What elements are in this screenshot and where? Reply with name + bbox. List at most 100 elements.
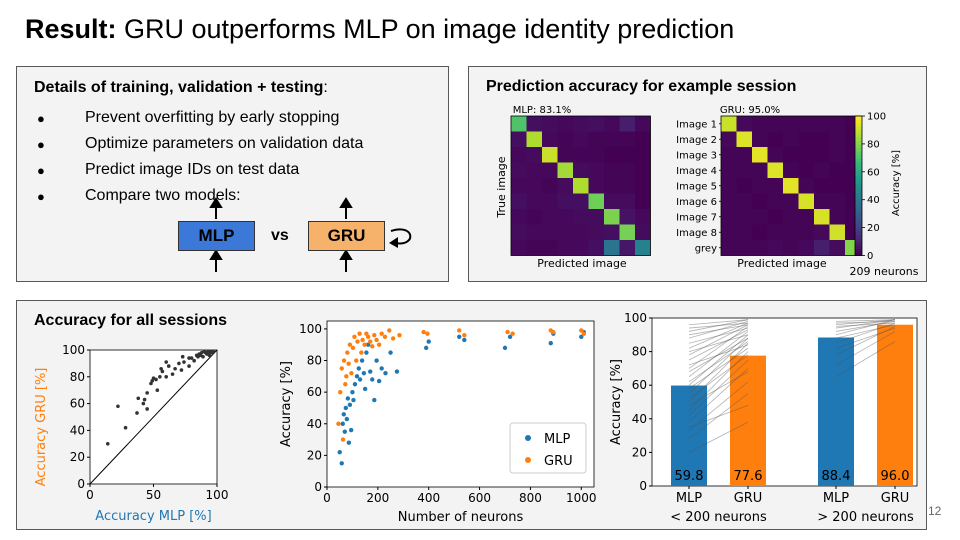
scatter-point-mlp bbox=[379, 366, 384, 371]
x-tick-label: 0 bbox=[86, 488, 94, 502]
scatter-point-mlp bbox=[376, 378, 382, 384]
scatter-point bbox=[182, 360, 186, 364]
scatter-point-gru bbox=[340, 437, 346, 442]
scatter-point bbox=[160, 369, 165, 374]
heatmap-cell bbox=[752, 178, 768, 194]
heatmap-cell bbox=[721, 193, 737, 209]
scatter-point-mlp bbox=[462, 337, 467, 343]
diagonal-line bbox=[89, 349, 218, 485]
heatmap-cell bbox=[798, 224, 814, 240]
scatter-point-mlp bbox=[423, 345, 429, 351]
session-pair-line bbox=[688, 319, 749, 326]
heatmap-cell bbox=[588, 162, 604, 178]
colorbar-segment bbox=[855, 164, 862, 169]
page-number: 12 bbox=[928, 504, 942, 518]
scatter-point-mlp bbox=[365, 342, 371, 347]
scatter-point-mlp bbox=[340, 421, 345, 426]
colorbar-segment bbox=[855, 245, 862, 250]
heatmap-cell bbox=[588, 193, 604, 209]
session-pair-line bbox=[688, 337, 749, 394]
heatmap-row-label: Image 2 bbox=[676, 135, 717, 146]
scatter-point-gru bbox=[397, 333, 402, 338]
heatmap-cell bbox=[798, 240, 814, 256]
bullet-dot-icon: ● bbox=[37, 136, 45, 152]
bar-value-label: 88.4 bbox=[822, 469, 851, 484]
scatter-point-mlp bbox=[457, 334, 462, 340]
heatmap-cell bbox=[588, 116, 604, 132]
scatter-point-gru bbox=[379, 331, 384, 336]
scatter-point-gru bbox=[551, 329, 556, 335]
heatmap-cell bbox=[736, 224, 752, 240]
session-pair-line bbox=[835, 324, 896, 339]
heatmap-cell bbox=[767, 209, 783, 225]
heatmap-cell bbox=[783, 224, 799, 240]
confusion-matrices: MLP: 83.1% GRU: 95.0% True image Predict… bbox=[495, 105, 919, 278]
session-pair-line bbox=[835, 319, 896, 336]
colorbar-tick-label: 40 bbox=[867, 195, 880, 206]
heatmap-cell bbox=[798, 209, 814, 225]
scatter-point-mlp bbox=[342, 429, 347, 434]
x-axis-label: Number of neurons bbox=[398, 510, 524, 525]
session-pair-line bbox=[835, 320, 896, 332]
mlp-model-box: MLP bbox=[178, 221, 255, 251]
x-tick-label: 1000 bbox=[566, 491, 597, 505]
scatter-point bbox=[105, 442, 110, 446]
session-pair-line bbox=[688, 324, 749, 356]
heatmap-cell bbox=[736, 116, 752, 132]
scatter-point-gru bbox=[354, 358, 359, 363]
heatmap-cell bbox=[783, 131, 799, 147]
heatmap-cell bbox=[829, 178, 845, 194]
colorbar-segment bbox=[855, 133, 862, 138]
heatmap-cell bbox=[721, 147, 737, 163]
scatter-point bbox=[192, 358, 196, 363]
scatter-point-gru bbox=[425, 331, 430, 336]
x-tick-label: GRU bbox=[881, 491, 910, 506]
colorbar-segment bbox=[855, 119, 862, 124]
heatmap-cell bbox=[557, 131, 573, 147]
colorbar-segment bbox=[855, 210, 862, 215]
scatter-point-mlp bbox=[388, 350, 393, 355]
heatmap-cell bbox=[588, 209, 604, 225]
session-pair-line bbox=[688, 341, 749, 383]
colorbar-segment bbox=[855, 213, 862, 218]
heatmap-row-label: Image 3 bbox=[676, 150, 717, 161]
heatmap-cell bbox=[814, 240, 830, 256]
heatmap-cell bbox=[542, 224, 558, 240]
gru-vs-mlp-scatter: 0 50 100 0 20 40 60 80 100 Accuracy MLP [%] Accura… bbox=[34, 343, 228, 524]
session-pair-line bbox=[688, 368, 749, 423]
session-pair-line bbox=[835, 322, 896, 327]
heatmap-cell bbox=[604, 240, 620, 256]
x-tick-label: 200 bbox=[366, 491, 389, 505]
scatter-point-gru bbox=[462, 333, 467, 338]
scatter-point-mlp bbox=[368, 369, 373, 374]
session-pair-line bbox=[688, 381, 749, 431]
heatmap-cell bbox=[573, 209, 589, 225]
bar-value-label: 77.6 bbox=[734, 469, 763, 484]
session-pair-line bbox=[835, 320, 896, 324]
heatmap-cell bbox=[573, 131, 589, 147]
heatmap-row-label: Image 1 bbox=[676, 119, 717, 130]
accuracy-vs-neurons-scatter: 0 200 400 600 800 1000 0 20 40 60 80 100 Number of n… bbox=[279, 320, 597, 525]
heatmap-cell bbox=[783, 209, 799, 225]
colorbar-segment bbox=[855, 136, 862, 141]
scatter-point-mlp bbox=[394, 369, 400, 374]
colorbar-segment bbox=[855, 116, 862, 120]
bullet-item: ● Optimize parameters on validation data bbox=[37, 135, 364, 152]
heatmap-cell bbox=[814, 209, 830, 225]
heatmap-cell bbox=[721, 116, 737, 132]
y-tick-label: 60 bbox=[70, 397, 85, 411]
x-tick-label: 0 bbox=[323, 491, 331, 505]
heatmap-row-label: Image 5 bbox=[676, 181, 717, 192]
scatter-point-mlp bbox=[354, 374, 360, 379]
colorbar-segment bbox=[855, 147, 862, 152]
heatmap-cell bbox=[526, 147, 542, 163]
scatter-point-gru bbox=[368, 339, 373, 344]
heatmap-cell bbox=[542, 193, 558, 209]
heatmap-cell bbox=[736, 209, 752, 225]
group-label: > 200 neurons bbox=[817, 510, 914, 525]
session-pair-line bbox=[835, 319, 896, 329]
scatter-point bbox=[142, 397, 147, 402]
scatter-point-gru bbox=[579, 328, 584, 333]
y-tick-label: 40 bbox=[632, 412, 647, 426]
colorbar-segment bbox=[855, 234, 862, 239]
